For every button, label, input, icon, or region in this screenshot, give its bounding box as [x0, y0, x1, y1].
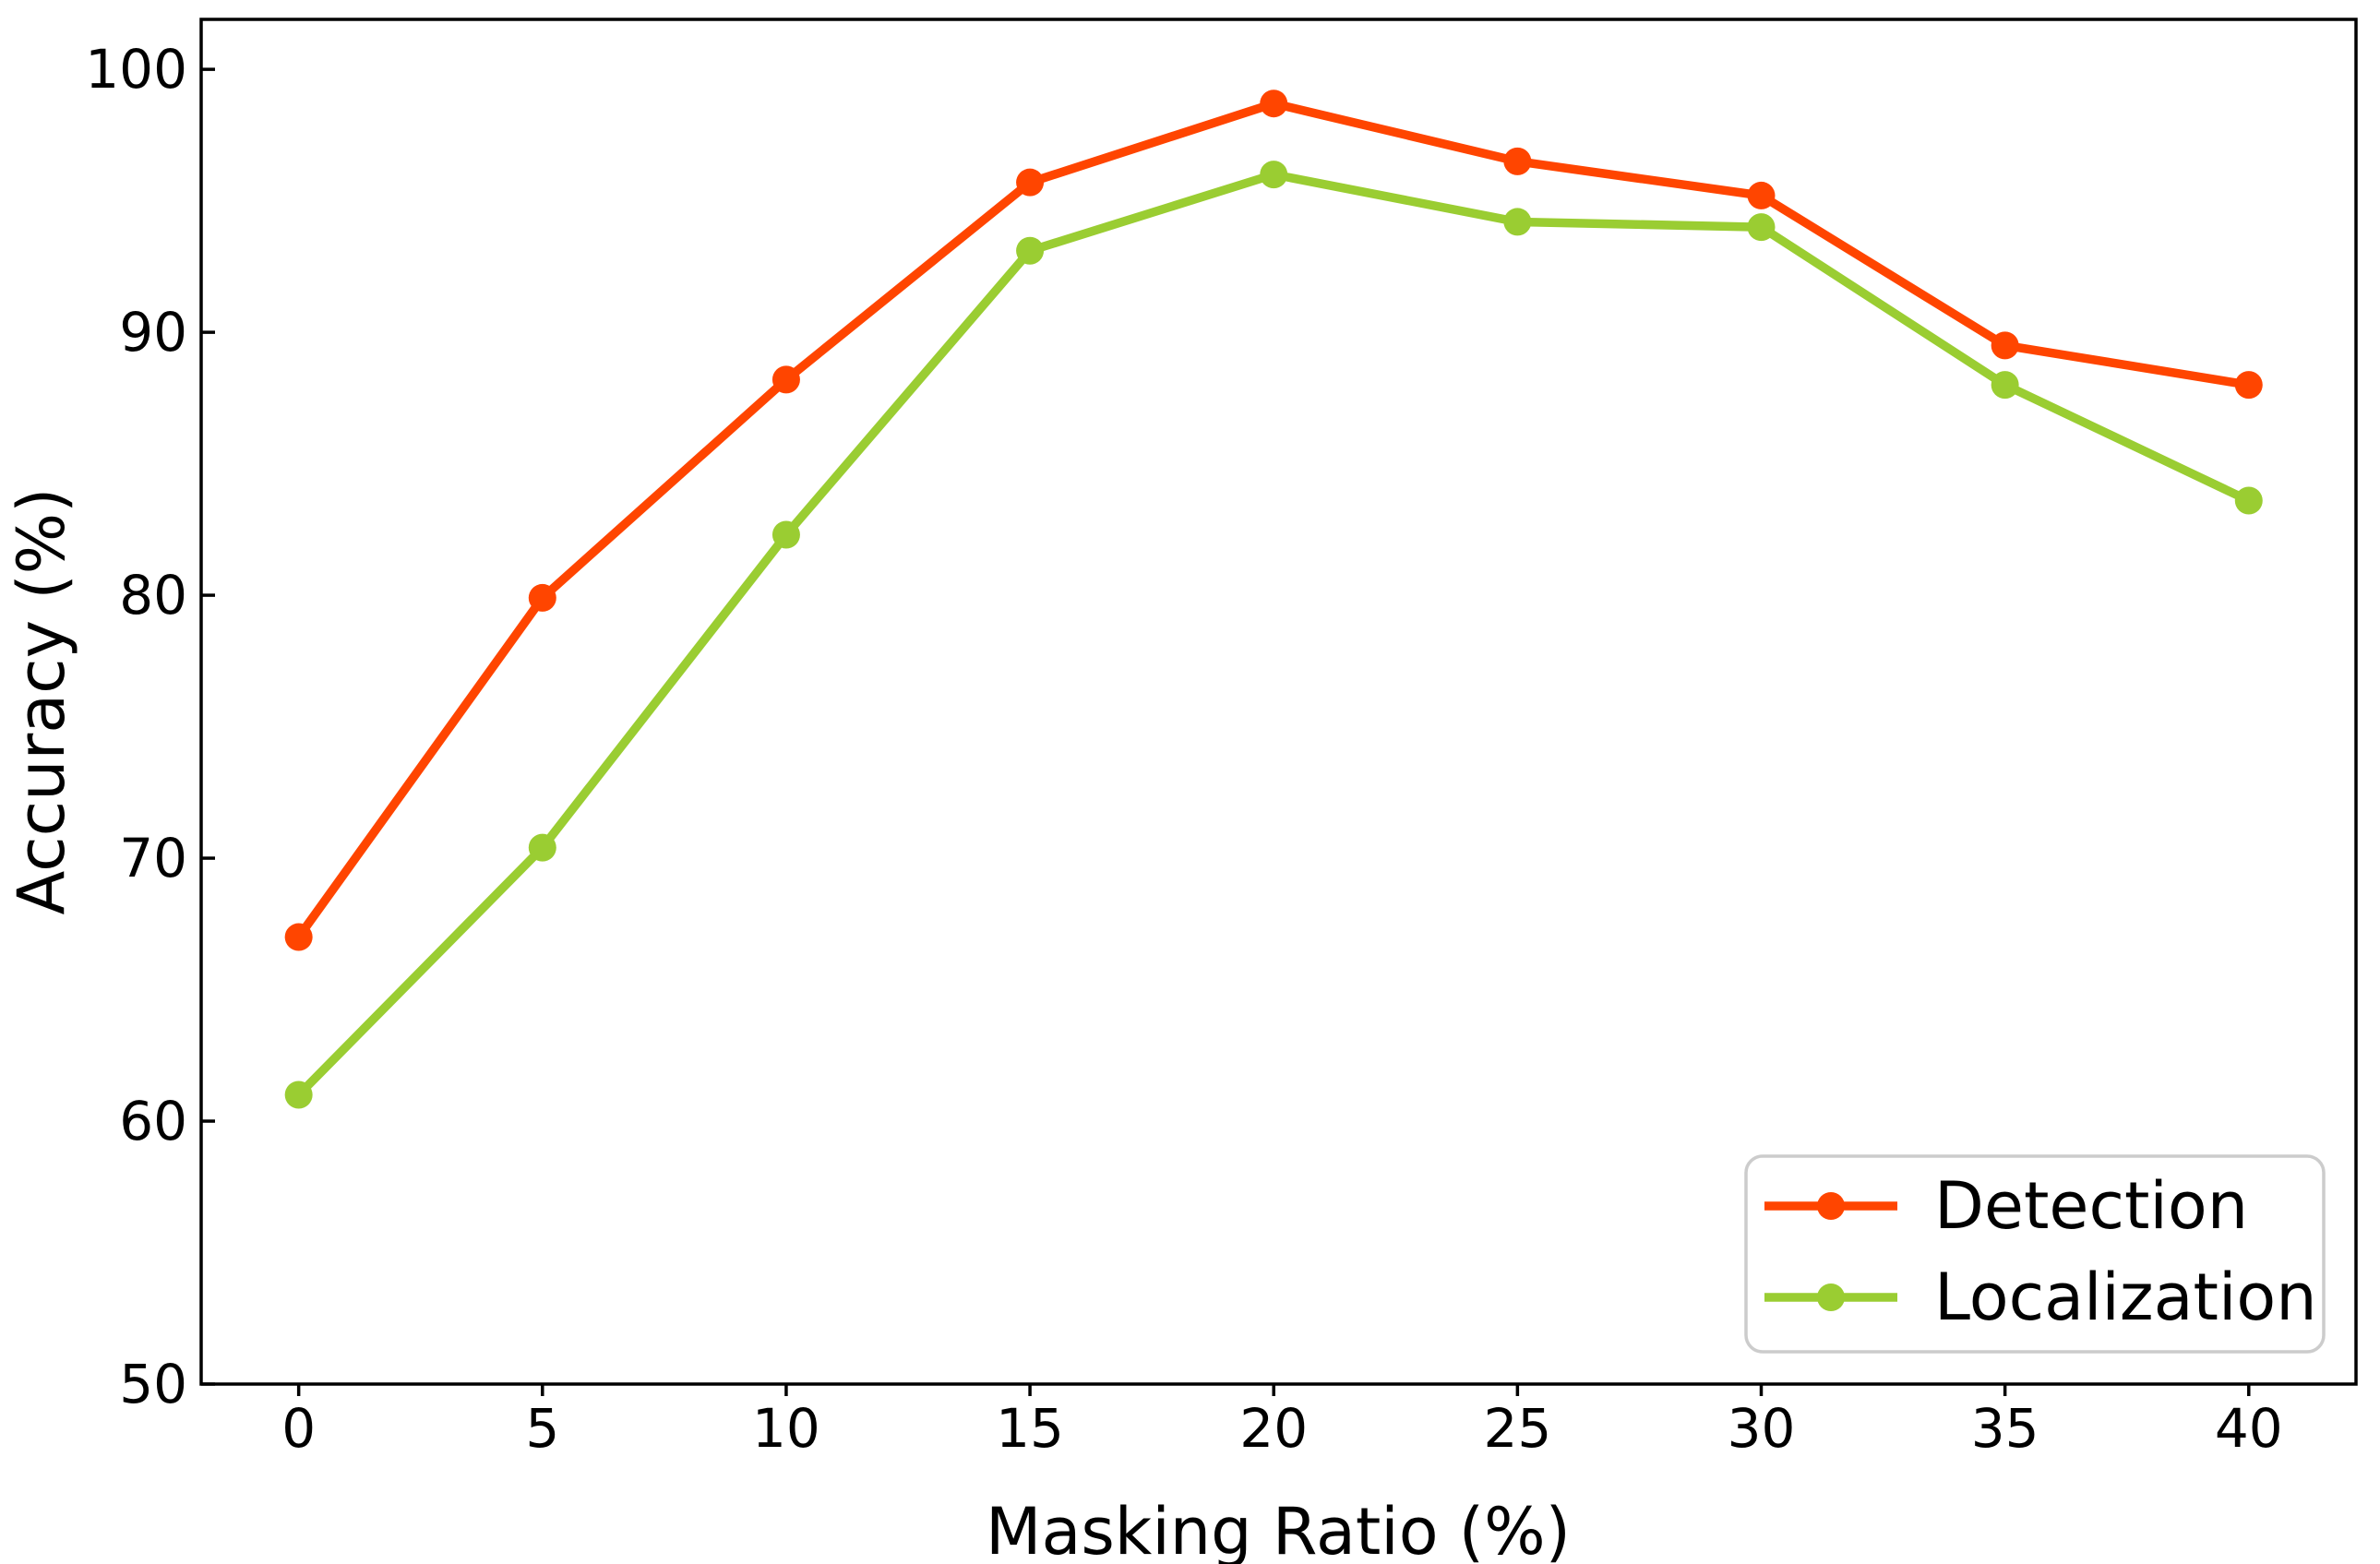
- localization-marker: [284, 1080, 313, 1109]
- x-tick-label: 30: [1728, 1397, 1796, 1460]
- axes-spines: [199, 18, 2358, 1386]
- y-tick-label: 100: [85, 38, 187, 101]
- detection-marker: [2234, 371, 2263, 400]
- detection-marker: [1503, 147, 1532, 175]
- x-tick-label: 0: [281, 1397, 316, 1460]
- detection-marker: [1016, 168, 1045, 197]
- localization-marker: [2234, 486, 2263, 515]
- localization-marker: [1503, 208, 1532, 236]
- localization-marker: [1016, 236, 1045, 265]
- y-tick-label: 80: [119, 564, 187, 627]
- legend-localization-marker: [1817, 1283, 1845, 1311]
- detection-marker: [771, 365, 800, 394]
- localization-marker: [528, 833, 556, 862]
- plot-area: 0 5 10 15 20 25 30 35 40 50 60 70 80 90 100 Detection Lo…: [85, 18, 2358, 1460]
- localization-marker: [1991, 371, 2019, 400]
- y-axis-label: Accuracy (%): [4, 488, 79, 915]
- x-tick-label: 35: [1971, 1397, 2039, 1460]
- y-tick-label: 70: [119, 827, 187, 889]
- x-axis-label: Masking Ratio (%): [986, 1494, 1571, 1564]
- localization-marker: [1260, 161, 1288, 189]
- detection-line: [293, 99, 2254, 942]
- y-tick-label: 90: [119, 301, 187, 364]
- legend-detection-marker: [1817, 1192, 1845, 1220]
- detection-marker: [1747, 181, 1776, 209]
- x-tick-label: 40: [2215, 1397, 2283, 1460]
- detection-marker: [528, 583, 556, 612]
- detection-marker: [284, 923, 313, 951]
- y-tick-label: 50: [119, 1353, 187, 1415]
- legend-detection-label: Detection: [1934, 1168, 2248, 1244]
- x-tick-label: 20: [1239, 1397, 1308, 1460]
- x-tick-label: 10: [752, 1397, 820, 1460]
- y-tick-label: 60: [119, 1090, 187, 1152]
- detection-marker: [1260, 90, 1288, 118]
- x-tick-label: 15: [996, 1397, 1064, 1460]
- x-tick-label: 25: [1483, 1397, 1551, 1460]
- legend-localization-label: Localization: [1934, 1260, 2317, 1335]
- detection-marker: [1991, 331, 2019, 360]
- localization-marker: [771, 520, 800, 549]
- x-tick-label: 5: [525, 1397, 559, 1460]
- localization-marker: [1747, 213, 1776, 242]
- legend: Detection Localization: [1744, 1154, 2326, 1354]
